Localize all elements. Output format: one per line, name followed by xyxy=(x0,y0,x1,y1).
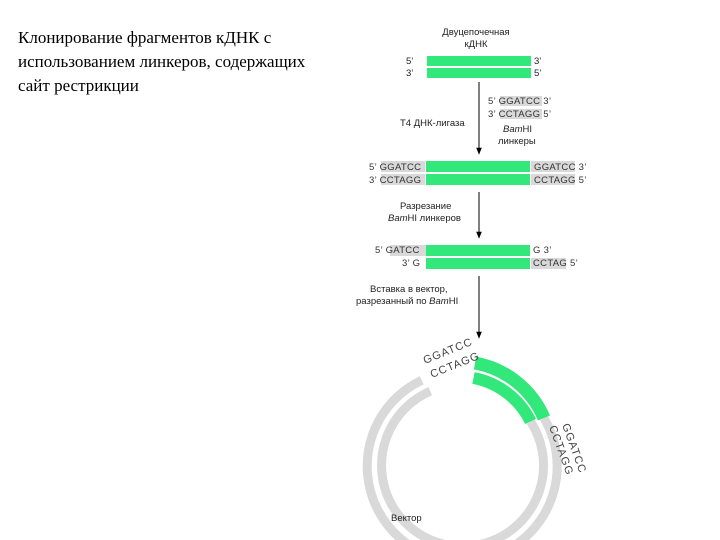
linker-bottom-highlight xyxy=(500,109,542,119)
linker-enzyme: BamHI xyxy=(503,124,532,135)
ligated-right-bottom-bg xyxy=(531,174,575,185)
ligated-left-bottom-bg xyxy=(381,174,425,185)
insert-ring-outer xyxy=(473,356,550,421)
linker-word: линкеры xyxy=(498,136,536,147)
ligated-left-top: 5’ GGATCC xyxy=(369,162,421,173)
linker-top-highlight xyxy=(500,96,542,106)
vector-ring-outer xyxy=(362,376,562,540)
cdna-top-strand xyxy=(427,56,531,66)
vector-ring-inner xyxy=(377,386,549,540)
ligase-label: T4 ДНК-лигаза xyxy=(400,118,465,129)
insert-step-line1: Вставка в вектор, xyxy=(370,284,448,295)
vector-label: Вектор xyxy=(391,513,422,524)
ligated-left-top-bg xyxy=(381,161,425,172)
cdna-bottom-strand xyxy=(427,68,531,78)
cut-step-line1: Разрезание xyxy=(400,201,451,212)
ligated-right-top-bg xyxy=(531,161,575,172)
insert-step-line2: разрезанный по BamHI xyxy=(356,296,458,307)
cut-right-top: G 3’ xyxy=(533,245,552,256)
ligated-bottom-strand xyxy=(426,174,530,185)
cdna-label-line2: кДНК xyxy=(465,39,488,50)
cut-top-strand xyxy=(426,245,530,256)
cut-right-bottom: CCTAG 5’ xyxy=(533,258,578,269)
cdna-end-5-left: 5’ xyxy=(406,56,413,67)
slide-title: Клонирование фрагментов кДНК с использов… xyxy=(18,28,306,95)
cut-left-top-bg xyxy=(390,245,426,256)
cdna-end-3-left: 3’ xyxy=(406,68,413,79)
linker-top-seq: 5’ GGATCC 3’ xyxy=(488,96,551,107)
cut-left-top: 5’ GATCC xyxy=(375,245,420,256)
cut-bottom-strand xyxy=(426,258,530,269)
ligated-right-top: GGATCC 3’ xyxy=(534,162,587,173)
cdna-label-line1: Двуцепочечная xyxy=(442,27,509,38)
linker-bottom-seq: 3’ CCTAGG 5’ xyxy=(488,109,551,120)
cdna-end-3-right: 3’ xyxy=(534,56,541,67)
cut-left-bottom: 3’ G xyxy=(402,258,420,269)
insert-ring-inner xyxy=(472,372,536,425)
cdna-end-5-right: 5’ xyxy=(534,68,541,79)
ligated-right-bottom: CCTAGG 5’ xyxy=(534,175,587,186)
ligated-left-bottom: 3’ CCTAGG xyxy=(369,175,421,186)
ligated-top-strand xyxy=(426,161,530,172)
cut-step-line2: BamHI линкеров xyxy=(388,213,461,224)
cut-right-bottom-bg xyxy=(531,258,566,269)
